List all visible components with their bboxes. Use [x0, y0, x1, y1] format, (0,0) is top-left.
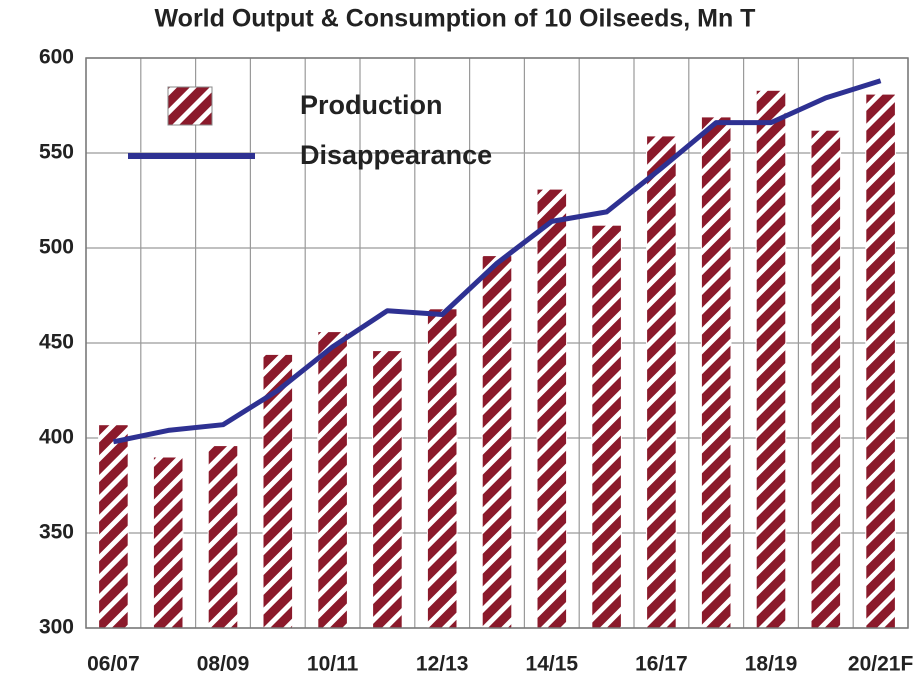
x-tick-label: 16/17	[635, 653, 688, 676]
bar	[481, 255, 513, 629]
line	[112, 78, 882, 445]
x-tick-label: 06/07	[87, 653, 140, 676]
x-tick-label: 18/19	[745, 653, 798, 676]
y-tick-label: 600	[39, 46, 74, 69]
x-tick-label: 20/21F	[848, 653, 914, 676]
y-tick-label: 350	[39, 521, 74, 544]
x-tick-label: 10/11	[307, 653, 359, 676]
bar	[646, 135, 677, 629]
bar	[755, 89, 787, 629]
bar	[536, 188, 568, 629]
legend-swatch	[167, 86, 213, 126]
plot-frame	[85, 57, 909, 629]
y-tick-label: 450	[39, 331, 74, 354]
bar	[426, 308, 458, 629]
y-tick-label: 400	[39, 426, 74, 449]
x-tick-label: 14/15	[526, 653, 579, 676]
y-tick-label: 550	[39, 141, 74, 164]
bar	[207, 445, 239, 629]
bar	[865, 93, 896, 629]
bar	[98, 424, 129, 629]
chart-title: World Output & Consumption of 10 Oilseed…	[155, 5, 756, 33]
bar	[810, 129, 842, 629]
x-tick-label: 08/09	[197, 653, 250, 676]
bar	[700, 116, 732, 629]
bar	[372, 350, 403, 629]
legend-label: Production	[300, 90, 443, 120]
y-tick-label: 300	[39, 616, 74, 639]
bar	[591, 224, 622, 629]
legend-label: Disappearance	[300, 140, 492, 170]
bar	[262, 353, 294, 629]
x-tick-label: 12/13	[416, 653, 469, 676]
bar	[152, 456, 184, 629]
y-tick-label: 500	[39, 236, 74, 259]
bar	[317, 331, 348, 629]
